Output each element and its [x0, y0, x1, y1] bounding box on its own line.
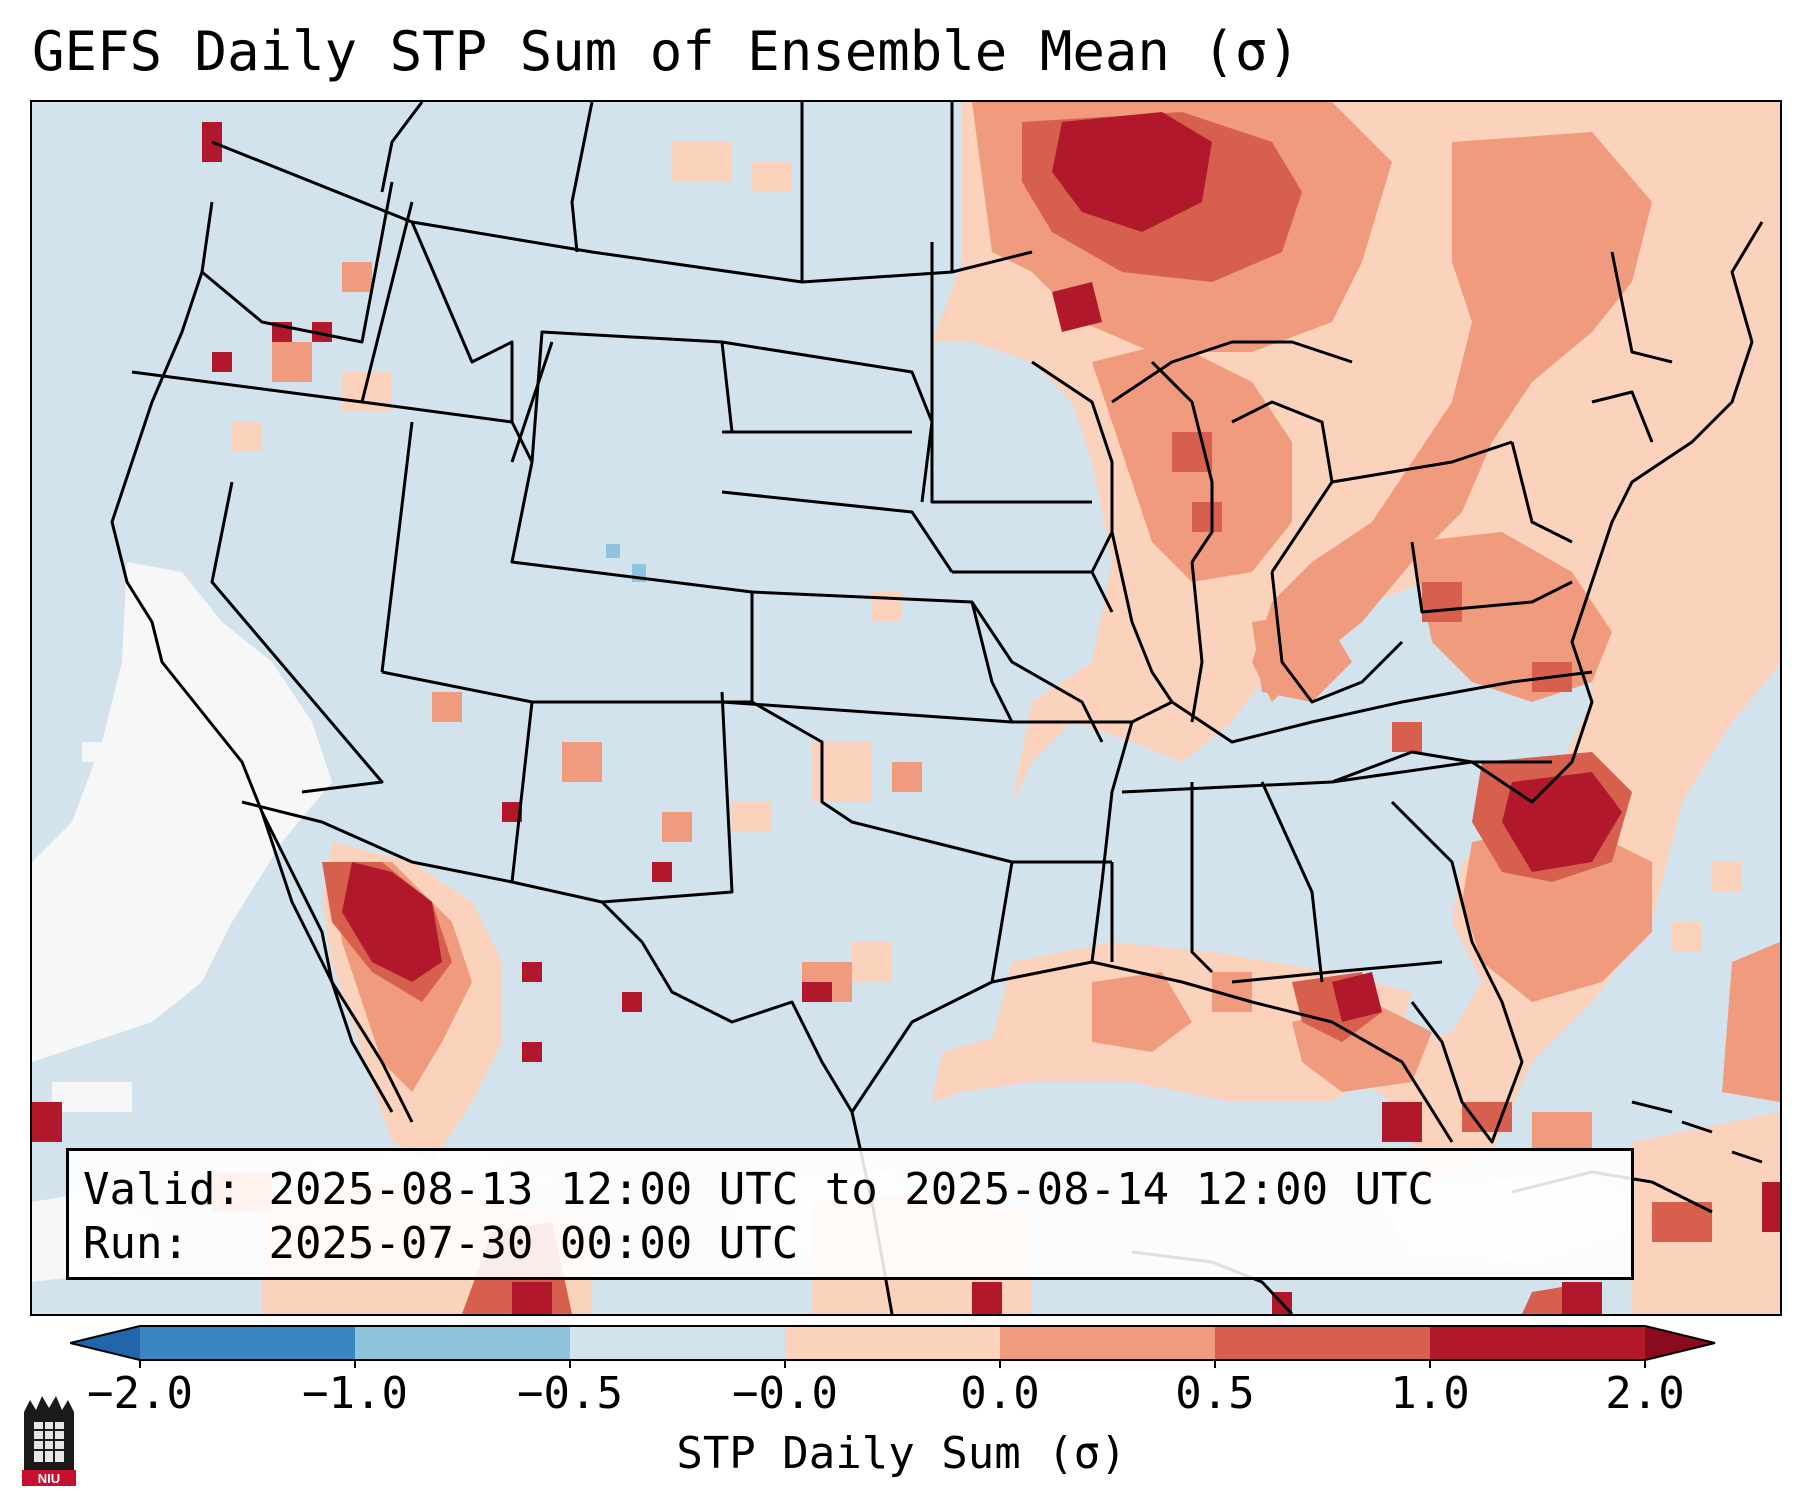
colorbar-tick-label: −0.5	[517, 1368, 623, 1419]
logo-text: NIU	[38, 1471, 60, 1486]
colorbar-label: STP Daily Sum (σ)	[676, 1428, 1127, 1479]
chart-title: GEFS Daily STP Sum of Ensemble Mean (σ)	[32, 20, 1300, 83]
valid-run-infobox: Valid: 2025-08-13 12:00 UTC to 2025-08-1…	[66, 1148, 1634, 1280]
run-label: Run:	[83, 1218, 189, 1269]
logo-window-icon	[34, 1422, 64, 1462]
boundary-lines	[110, 102, 1764, 1314]
colorbar-segment	[570, 1326, 785, 1360]
colorbar-segment	[355, 1326, 570, 1360]
colorbar-tick-label: −1.0	[302, 1368, 408, 1419]
colorbar-segment	[1430, 1326, 1645, 1360]
colorbar	[70, 1325, 1716, 1368]
colorbar-tick-label: 2.0	[1605, 1368, 1685, 1419]
colorbar-tick-label: −2.0	[87, 1368, 193, 1419]
colorbar-segment	[785, 1326, 1000, 1360]
map-panel	[30, 100, 1782, 1316]
extreme-positive-field	[32, 112, 1780, 1314]
colorbar-tick-label: 0.5	[1175, 1368, 1255, 1419]
run-text: 2025-07-30 00:00 UTC	[268, 1218, 799, 1269]
map-canvas	[32, 102, 1780, 1314]
colorbar-over-arrow	[1645, 1326, 1715, 1360]
colorbar-tick-label: 0.0	[960, 1368, 1040, 1419]
logo-grid-icon	[34, 1422, 64, 1462]
valid-label: Valid:	[83, 1164, 242, 1215]
colorbar-tick-label: −0.0	[732, 1368, 838, 1419]
logo-banner-icon	[22, 1470, 76, 1486]
colorbar-segment	[1215, 1326, 1430, 1360]
moderate-positive-field	[212, 102, 1780, 1212]
colorbar-under-arrow	[70, 1326, 140, 1360]
valid-text: 2025-08-13 12:00 UTC to 2025-08-14 12:00…	[268, 1164, 1435, 1215]
colorbar-segment	[1000, 1326, 1215, 1360]
colorbar-tick-label: 1.0	[1390, 1368, 1470, 1419]
niu-logo: NIU	[22, 1396, 76, 1486]
colorbar-segment	[140, 1326, 355, 1360]
colorbar-segments	[70, 1325, 1716, 1368]
